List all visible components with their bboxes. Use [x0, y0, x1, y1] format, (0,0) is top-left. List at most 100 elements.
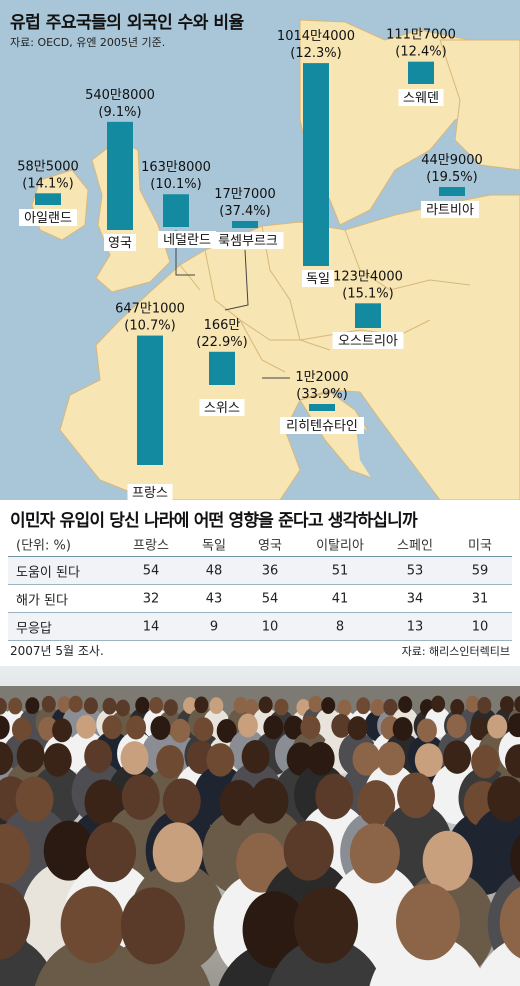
share-label: (15.1%) — [342, 286, 393, 301]
bar-7 — [355, 303, 381, 328]
table-cell: 8 — [335, 619, 345, 634]
category-label-bg — [127, 484, 173, 500]
labels-layer: 58만5000 (14.1%) 아일랜드 540만8000 (9.1%) 영국 163만80… — [17, 28, 483, 500]
share-label: (14.1%) — [22, 176, 73, 191]
share-label: (22.9%) — [196, 335, 247, 350]
table-header-row: (단위: %) 프랑스 독일 영국 이탈리아 스페인 미국 — [8, 532, 512, 557]
survey-date-note: 2007년 5월 조사. — [10, 644, 104, 658]
table-row: 해가 된다 32 43 54 41 34 31 — [8, 585, 512, 613]
value-label: 111만7000 — [386, 28, 456, 43]
crowd-photo-illustration — [0, 666, 520, 986]
category-label: 스위스 — [204, 401, 240, 416]
unit-label: (단위: %) — [16, 538, 71, 554]
bar-9 — [209, 351, 235, 385]
table-cell: 48 — [205, 563, 223, 578]
bar-10 — [309, 404, 335, 411]
bar-5 — [408, 61, 434, 84]
table-cell: 34 — [406, 591, 424, 606]
table-cell: 51 — [331, 563, 349, 578]
table-row: 도움이 된다 54 48 36 51 53 59 — [8, 557, 512, 585]
survey-question: 이민자 유입이 당신 나라에 어떤 영향을 준다고 생각하십니까 — [10, 511, 418, 531]
table-cell: 54 — [142, 563, 160, 578]
category-label: 오스트리아 — [338, 334, 398, 349]
column-header: 이탈리아 — [316, 538, 364, 554]
column-header: 프랑스 — [133, 538, 169, 554]
bar-6 — [439, 187, 465, 196]
bar-0 — [35, 193, 61, 205]
share-label: (10.1%) — [150, 177, 201, 192]
column-header: 독일 — [202, 538, 226, 554]
bars-layer — [35, 61, 465, 465]
europe-map-panel: 58만5000 (14.1%) 아일랜드 540만8000 (9.1%) 영국 163만80… — [0, 0, 520, 500]
table-cell: 41 — [331, 591, 349, 606]
table-cell: 9 — [209, 619, 219, 634]
chart-title: 유럽 주요국들의 외국인 수와 비율 — [10, 13, 244, 33]
table-cell: 32 — [142, 591, 160, 606]
bar-3 — [232, 221, 258, 228]
value-label: 647만1000 — [115, 302, 185, 317]
share-label: (37.4%) — [219, 204, 270, 219]
row-label: 도움이 된다 — [16, 565, 80, 580]
column-header: 스페인 — [397, 538, 433, 554]
table-cell: 10 — [471, 619, 489, 634]
table-cell: 59 — [471, 563, 489, 578]
value-label: 123만4000 — [333, 269, 403, 284]
country-borders — [179, 225, 471, 373]
share-label: (33.9%) — [296, 387, 347, 402]
value-label: 1014만4000 — [277, 29, 355, 44]
category-label: 아일랜드 — [24, 211, 72, 226]
table-cell: 43 — [205, 591, 223, 606]
table-cell: 13 — [406, 619, 424, 634]
category-label: 라트비아 — [426, 203, 474, 218]
category-label-bg — [199, 399, 245, 416]
category-label-bg — [104, 234, 136, 251]
category-label-bg — [302, 270, 334, 287]
bar-1 — [107, 121, 133, 230]
source-note: 자료: OECD, 유엔 2005년 기준. — [10, 36, 166, 49]
category-label: 프랑스 — [132, 486, 168, 500]
table-cell: 14 — [142, 619, 160, 634]
survey-table: (단위: %) 프랑스 독일 영국 이탈리아 스페인 미국 도움이 된다 54 … — [8, 532, 512, 641]
europe-map: 58만5000 (14.1%) 아일랜드 540만8000 (9.1%) 영국 163만80… — [17, 19, 520, 500]
category-label: 영국 — [108, 236, 132, 251]
table-cell: 10 — [261, 619, 279, 634]
category-label-bg — [280, 417, 364, 434]
category-label: 독일 — [306, 272, 330, 287]
value-label: 540만8000 — [85, 88, 155, 103]
share-label: (12.3%) — [290, 46, 341, 61]
category-label-bg — [421, 201, 479, 218]
survey-panel: 이민자 유입이 당신 나라에 어떤 영향을 준다고 생각하십니까 (단위: %)… — [0, 500, 520, 666]
bar-8 — [137, 335, 163, 465]
category-label-bg — [158, 231, 216, 248]
bar-2 — [163, 194, 189, 227]
category-label-bg — [398, 89, 444, 106]
table-cell: 36 — [261, 563, 279, 578]
value-label: 17만7000 — [214, 187, 276, 202]
bar-4 — [303, 63, 329, 267]
value-label: 166만 — [204, 318, 241, 333]
share-label: (10.7%) — [124, 319, 175, 334]
category-label: 리히텐슈타인 — [286, 419, 358, 434]
share-label: (12.4%) — [395, 45, 446, 60]
table-cell: 53 — [406, 563, 424, 578]
category-label-bg — [212, 232, 284, 249]
table-cell: 31 — [471, 591, 489, 606]
value-label: 1만2000 — [295, 370, 348, 385]
value-label: 163만8000 — [141, 160, 211, 175]
row-label: 해가 된다 — [16, 593, 68, 608]
category-label: 룩셈부르크 — [218, 234, 278, 249]
survey-source: 자료: 해리스인터렉티브 — [401, 645, 510, 658]
category-label-bg — [19, 209, 77, 226]
row-label: 무응답 — [16, 621, 52, 636]
value-label: 58만5000 — [17, 159, 79, 174]
column-header: 미국 — [468, 538, 492, 554]
column-header: 영국 — [258, 538, 282, 554]
share-label: (9.1%) — [98, 105, 141, 120]
share-label: (19.5%) — [426, 170, 477, 185]
category-label: 스웨덴 — [403, 91, 439, 106]
category-label-bg — [332, 332, 404, 349]
value-label: 44만9000 — [421, 153, 483, 168]
crowd-photo — [0, 666, 520, 986]
table-cell: 54 — [261, 591, 279, 606]
